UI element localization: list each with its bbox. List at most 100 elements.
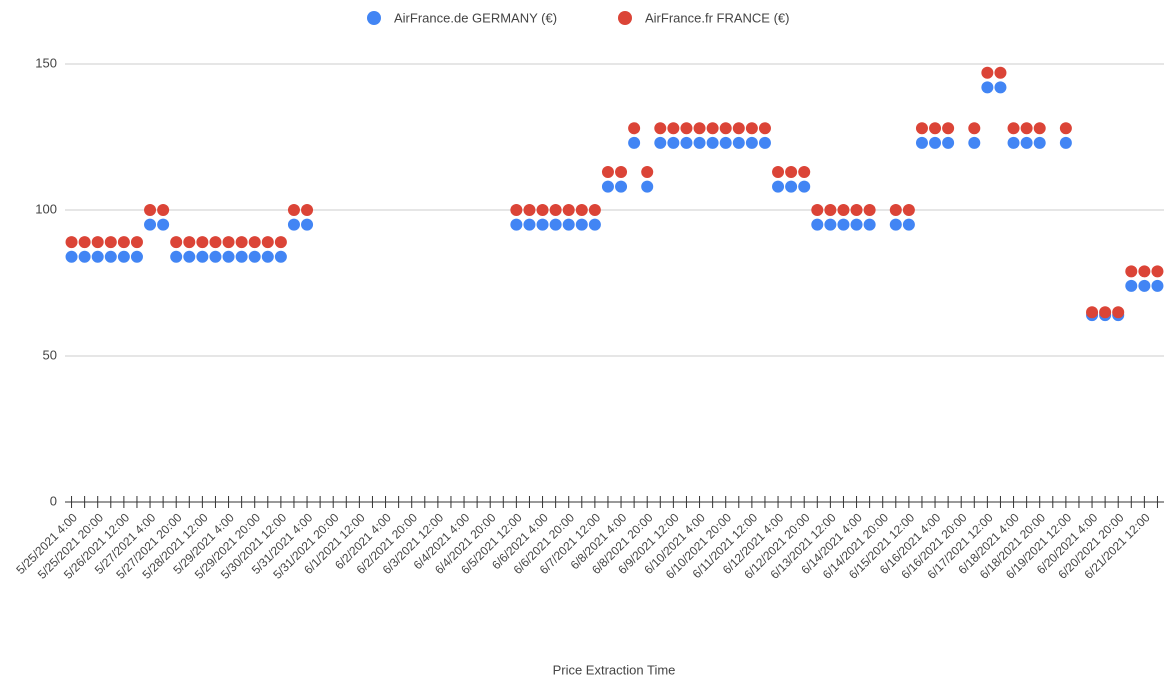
point xyxy=(78,250,91,263)
point xyxy=(837,204,850,216)
point xyxy=(261,236,274,249)
point xyxy=(91,236,104,249)
point xyxy=(235,236,248,249)
legend-label: AirFrance.de GERMANY (€) xyxy=(394,10,557,25)
point xyxy=(183,250,196,263)
point xyxy=(1138,265,1151,278)
point xyxy=(981,66,994,79)
point xyxy=(536,218,549,231)
point xyxy=(889,218,902,231)
point xyxy=(798,166,811,179)
point xyxy=(1033,136,1046,149)
point xyxy=(850,218,863,231)
point xyxy=(1020,136,1033,149)
point xyxy=(601,166,614,179)
point xyxy=(654,122,667,135)
point xyxy=(144,204,157,216)
point xyxy=(615,180,628,193)
point xyxy=(889,204,902,216)
point xyxy=(549,218,562,231)
point xyxy=(732,136,745,149)
point xyxy=(170,250,183,263)
point xyxy=(902,218,915,231)
point xyxy=(222,250,235,263)
point xyxy=(1125,265,1138,278)
point xyxy=(588,204,601,216)
point xyxy=(209,250,222,263)
legend-label: AirFrance.fr FRANCE (€) xyxy=(645,10,789,25)
point xyxy=(274,236,287,249)
point xyxy=(929,136,942,149)
point xyxy=(170,236,183,249)
point xyxy=(523,218,536,231)
point xyxy=(1112,306,1125,319)
point xyxy=(968,136,981,149)
point xyxy=(588,218,601,231)
point xyxy=(850,204,863,216)
point xyxy=(144,218,157,231)
point xyxy=(772,166,785,179)
point xyxy=(510,218,523,231)
point xyxy=(235,250,248,263)
point xyxy=(745,136,758,149)
point xyxy=(667,136,680,149)
point xyxy=(811,204,824,216)
point xyxy=(1125,279,1138,292)
point xyxy=(785,166,798,179)
point xyxy=(1033,122,1046,135)
point xyxy=(758,136,771,149)
x-axis-title: Price Extraction Time xyxy=(553,662,676,677)
point xyxy=(248,236,261,249)
point xyxy=(1086,306,1099,319)
point xyxy=(824,204,837,216)
point xyxy=(104,250,117,263)
point xyxy=(745,122,758,135)
y-tick-label: 0 xyxy=(50,493,57,508)
point xyxy=(1007,122,1020,135)
point xyxy=(562,204,575,216)
point xyxy=(1059,122,1072,135)
point xyxy=(78,236,91,249)
point xyxy=(942,122,955,135)
point xyxy=(824,218,837,231)
point xyxy=(1020,122,1033,135)
point xyxy=(523,204,536,216)
point xyxy=(680,122,693,135)
point xyxy=(615,166,628,179)
point xyxy=(811,218,824,231)
point xyxy=(680,136,693,149)
point xyxy=(785,180,798,193)
point xyxy=(929,122,942,135)
point xyxy=(549,204,562,216)
point xyxy=(863,218,876,231)
y-tick-label: 50 xyxy=(43,347,57,362)
point xyxy=(157,218,170,231)
point xyxy=(1099,306,1112,319)
point xyxy=(248,250,261,263)
point xyxy=(798,180,811,193)
point xyxy=(65,236,78,249)
point xyxy=(915,136,928,149)
point xyxy=(693,122,706,135)
point xyxy=(91,250,104,263)
point xyxy=(1151,279,1164,292)
point xyxy=(301,218,314,231)
point xyxy=(902,204,915,216)
point xyxy=(915,122,928,135)
point xyxy=(837,218,850,231)
point xyxy=(510,204,523,216)
point xyxy=(628,136,641,149)
point xyxy=(130,236,143,249)
point xyxy=(693,136,706,149)
point xyxy=(1138,279,1151,292)
point xyxy=(641,180,654,193)
point xyxy=(628,122,641,135)
point xyxy=(261,250,274,263)
y-tick-label: 150 xyxy=(35,55,57,70)
legend-marker xyxy=(367,11,381,25)
point xyxy=(196,250,209,263)
point xyxy=(994,81,1007,94)
point xyxy=(130,250,143,263)
point xyxy=(732,122,745,135)
